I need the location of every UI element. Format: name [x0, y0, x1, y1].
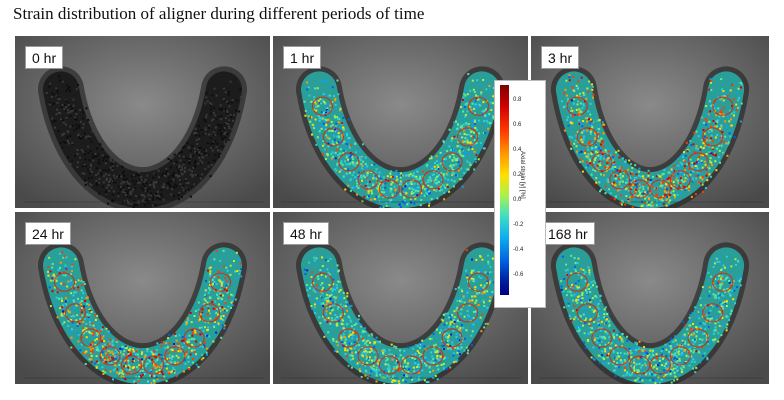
strain-panel-48hr: 48 hr: [273, 212, 528, 384]
colorbar-tick: 0.0: [513, 197, 522, 203]
strain-panel-24hr: 24 hr: [15, 212, 270, 384]
colorbar-tick: -0.4: [513, 247, 524, 253]
time-label: 168 hr: [541, 222, 595, 245]
strain-panel-168hr: 168 hr: [531, 212, 769, 384]
colorbar-tick: 0.2: [513, 172, 522, 178]
colorbar-tick: 0.6: [513, 122, 522, 128]
time-label: 0 hr: [25, 46, 64, 69]
dental-arch-image: [273, 36, 528, 208]
colorbar-tick: -0.2: [513, 222, 524, 228]
time-label: 24 hr: [25, 222, 71, 245]
dental-arch-image: [531, 212, 769, 384]
strain-panel-3hr: 3 hr: [531, 36, 769, 208]
figure-title: Strain distribution of aligner during di…: [13, 4, 425, 23]
strain-colorbar: 0.8 0.6 0.4 0.2 0.0 -0.2 -0.4 -0.6 Axial…: [494, 80, 546, 308]
strain-panel-1hr: 1 hr: [273, 36, 528, 208]
time-label: 48 hr: [283, 222, 329, 245]
colorbar-tick: 0.4: [513, 147, 522, 153]
strain-panel-0hr: 0 hr: [15, 36, 270, 208]
colorbar-label: Axial strain [y] [%]: [519, 151, 525, 199]
colorbar-tick: -0.6: [513, 272, 524, 278]
colorbar-gradient: [500, 85, 509, 295]
time-label: 3 hr: [541, 46, 580, 69]
dental-arch-image: [15, 36, 270, 208]
time-label: 1 hr: [283, 46, 322, 69]
colorbar-tick: 0.8: [513, 97, 522, 103]
